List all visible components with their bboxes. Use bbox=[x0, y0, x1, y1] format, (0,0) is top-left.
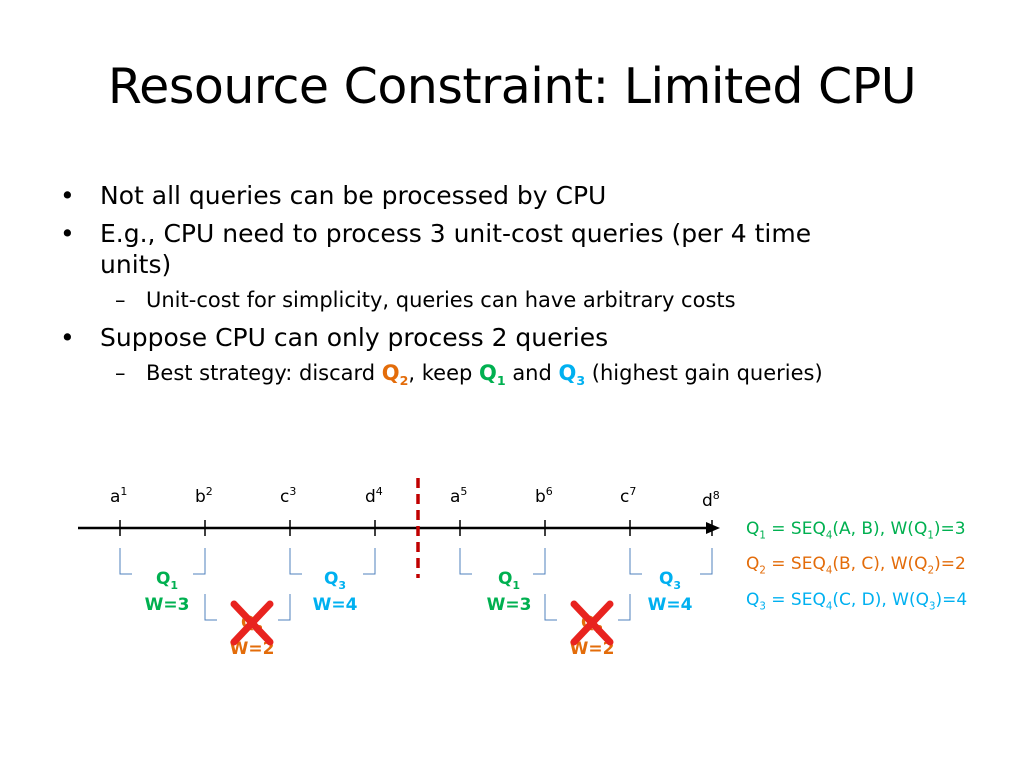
bullet-dot-icon: • bbox=[60, 323, 75, 352]
bracket-left bbox=[459, 548, 472, 575]
sub-bullet-prefix: Best strategy: discard bbox=[146, 361, 382, 385]
bullet-text: Not all queries can be processed by CPU bbox=[100, 181, 607, 210]
bullet-item: • Not all queries can be processed by CP… bbox=[60, 180, 960, 211]
sub-bullet-sep: , keep bbox=[408, 361, 480, 385]
bracket-left bbox=[289, 548, 302, 575]
query-legend: Q1 = SEQ4(A, B), W(Q1)=3 Q2 = SEQ4(B, C)… bbox=[746, 515, 967, 621]
bracket-right bbox=[533, 548, 546, 575]
sub-bullet-sep: and bbox=[505, 361, 559, 385]
query-q2-label: Q2 bbox=[381, 361, 409, 389]
bracket-left bbox=[629, 548, 642, 575]
legend-row-q2: Q2 = SEQ4(B, C), W(Q2)=2 bbox=[746, 554, 966, 577]
slide-title: Resource Constraint: Limited CPU bbox=[107, 58, 917, 115]
window-weight-label: W=2 bbox=[570, 639, 615, 659]
discard-x-icon bbox=[570, 600, 614, 646]
cross-stroke bbox=[230, 600, 274, 646]
bullet-text: E.g., CPU need to process 3 unit-cost qu… bbox=[100, 219, 812, 248]
window-weight-label: W=4 bbox=[313, 595, 358, 615]
window-query-label: Q1 bbox=[498, 569, 520, 592]
bullet-text: Suppose CPU can only process 2 queries bbox=[100, 323, 609, 352]
legend-row-q1: Q1 = SEQ4(A, B), W(Q1)=3 bbox=[746, 519, 966, 542]
bracket-right bbox=[363, 548, 376, 575]
dash-icon: – bbox=[115, 288, 126, 312]
query-q3-label: Q3 bbox=[558, 361, 586, 389]
dash-icon: – bbox=[115, 361, 126, 385]
window-weight-label: W=2 bbox=[230, 639, 275, 659]
event-label: c3 bbox=[280, 485, 296, 507]
event-label: c7 bbox=[620, 485, 636, 507]
bracket-left bbox=[544, 594, 557, 621]
legend-row-q3: Q3 = SEQ4(C, D), W(Q3)=4 bbox=[746, 589, 968, 613]
cross-stroke bbox=[570, 600, 614, 646]
window-weight-label: W=3 bbox=[145, 595, 190, 615]
bracket-left bbox=[204, 594, 217, 621]
bracket-right bbox=[618, 594, 631, 621]
event-label: d4 bbox=[365, 485, 383, 507]
bullet-item: • E.g., CPU need to process 3 unit-cost … bbox=[60, 218, 960, 280]
event-label: d8 bbox=[702, 489, 720, 511]
bracket-right bbox=[193, 548, 206, 575]
window-query-label: Q3 bbox=[659, 569, 681, 592]
bullet-list: • Not all queries can be processed by CP… bbox=[60, 180, 960, 402]
bullet-text-continued: units) bbox=[100, 250, 172, 279]
window-query-label: Q3 bbox=[324, 569, 346, 592]
discard-x-icon bbox=[230, 600, 274, 646]
bracket-left bbox=[119, 548, 132, 575]
sub-bullet-item: – Unit-cost for simplicity, queries can … bbox=[60, 287, 960, 314]
window-weight-label: W=3 bbox=[487, 595, 532, 615]
window-query-label: Q1 bbox=[156, 569, 178, 592]
event-label: a5 bbox=[450, 485, 467, 507]
axis-arrowhead-icon bbox=[706, 522, 720, 534]
bracket-right bbox=[700, 548, 713, 575]
sub-bullet-text: Unit-cost for simplicity, queries can ha… bbox=[146, 288, 736, 312]
bracket-right bbox=[278, 594, 291, 621]
event-label: b6 bbox=[535, 485, 553, 507]
bullet-dot-icon: • bbox=[60, 181, 75, 210]
bullet-dot-icon: • bbox=[60, 219, 75, 248]
sub-bullet-suffix: (highest gain queries) bbox=[585, 361, 823, 385]
bullet-item: • Suppose CPU can only process 2 queries bbox=[60, 322, 960, 353]
query-q1-label: Q1 bbox=[479, 361, 506, 389]
event-label: b2 bbox=[195, 485, 213, 507]
sub-bullet-item: – Best strategy: discard Q2, keep Q1 and… bbox=[60, 360, 960, 394]
event-label: a1 bbox=[110, 485, 127, 507]
window-weight-label: W=4 bbox=[648, 595, 693, 615]
